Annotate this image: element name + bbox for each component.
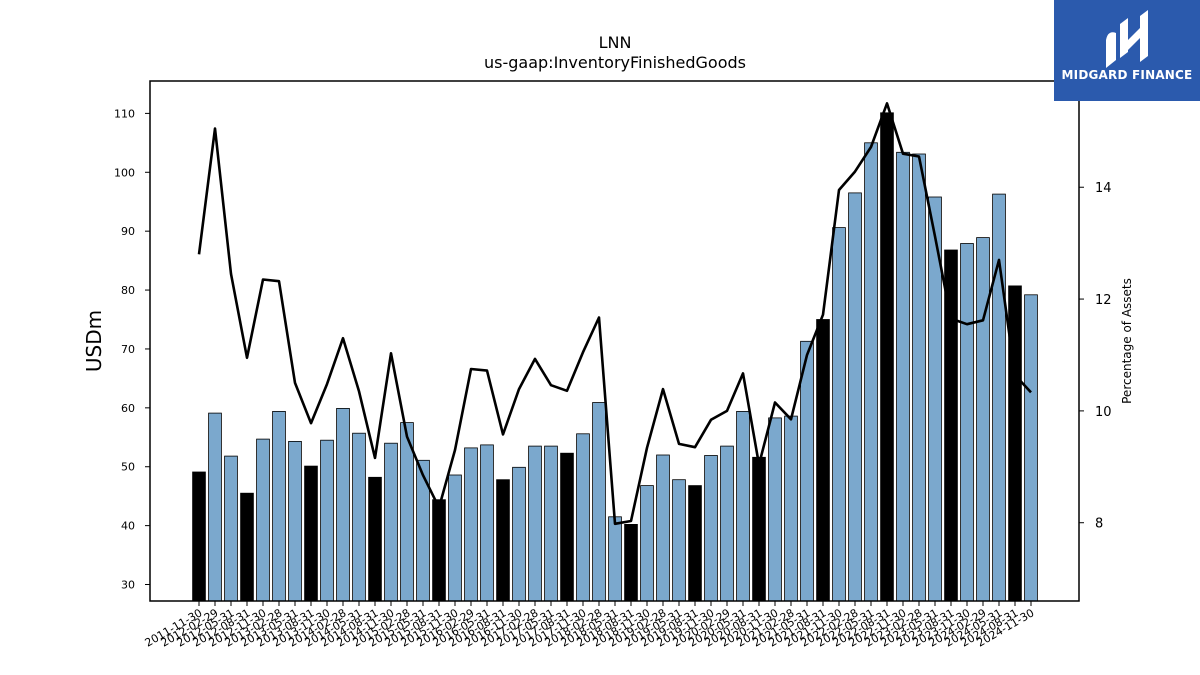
bar-2018-02-28 <box>592 402 606 602</box>
y-tick-label: 60 <box>121 402 135 415</box>
bar-2014-02-28 <box>336 407 350 602</box>
bar-2012-08-31 <box>240 492 254 602</box>
y-axis-right: 8 10 12 14 <box>1079 181 1112 532</box>
bar-2022-05-31 <box>864 142 878 602</box>
bar-2020-02-29 <box>720 445 734 602</box>
bar-2014-08-31 <box>368 476 382 602</box>
bar-2022-08-31 <box>880 112 894 602</box>
y-tick-label: 100 <box>114 166 135 179</box>
bar-2019-11-30 <box>704 455 718 602</box>
bar-2024-02-29 <box>976 237 990 602</box>
bar-2017-08-31 <box>560 452 574 602</box>
y-tick-label: 80 <box>121 284 135 297</box>
y-tick-label: 70 <box>121 343 135 356</box>
bar-2020-11-30 <box>768 417 782 602</box>
y2-tick-label: 14 <box>1095 181 1112 196</box>
y2-tick-label: 12 <box>1095 293 1112 308</box>
y-tick-label: 110 <box>114 107 135 120</box>
bar-2015-08-31 <box>432 499 446 602</box>
bar-2014-05-31 <box>352 432 366 602</box>
bar-2022-11-30 <box>896 151 910 602</box>
bar-2016-11-30 <box>512 466 526 602</box>
logo-text: MIDGARD FINANCE <box>1061 68 1193 82</box>
brand-logo: MIDGARD FINANCE <box>1054 0 1200 101</box>
bar-2023-08-31 <box>944 249 958 602</box>
bar-2019-05-31 <box>672 479 686 602</box>
bar-2012-05-31 <box>224 455 238 602</box>
bar-2020-08-31 <box>752 456 766 602</box>
bar-2023-02-28 <box>912 153 926 602</box>
y-tick-label: 50 <box>121 461 135 474</box>
bar-2012-02-29 <box>208 412 222 602</box>
bar-2021-08-31 <box>816 319 830 602</box>
bar-2016-05-31 <box>480 444 494 602</box>
bar-2015-11-30 <box>448 474 462 602</box>
y-axis-left: 30 40 50 60 70 80 90 100 110 <box>114 107 150 592</box>
bar-2011-11-30 <box>192 471 206 602</box>
bar-2018-08-31 <box>624 524 638 602</box>
bar-2013-05-31 <box>288 440 302 602</box>
bar-2021-05-31 <box>800 340 814 602</box>
y2-axis-label: Percentage of Assets <box>1120 278 1134 404</box>
y-axis-label: USDm <box>82 310 106 372</box>
bar-2014-11-30 <box>384 442 398 602</box>
bar-2019-02-28 <box>656 454 670 602</box>
bar-2021-02-28 <box>784 415 798 602</box>
bar-2021-11-30 <box>832 227 846 602</box>
y-tick-label: 40 <box>121 520 135 533</box>
plot-area <box>192 102 1038 602</box>
bar-2018-11-30 <box>640 485 654 602</box>
bar-2013-08-31 <box>304 465 318 602</box>
bar-2023-11-30 <box>960 243 974 602</box>
bar-2024-11-30 <box>1024 294 1038 602</box>
bar-2018-05-31 <box>608 516 622 602</box>
line-percentage-of-assets <box>197 102 1032 526</box>
bar-2022-02-28 <box>848 192 862 602</box>
y-tick-label: 30 <box>121 579 135 592</box>
logo-mark-icon <box>1106 10 1148 68</box>
bar-2013-11-30 <box>320 439 334 602</box>
bar-2017-02-28 <box>528 445 542 602</box>
y2-tick-label: 8 <box>1095 517 1103 532</box>
bar-2012-11-30 <box>256 438 270 602</box>
bar-2024-08-31 <box>1008 285 1022 602</box>
bar-2019-08-31 <box>688 485 702 602</box>
y2-tick-label: 10 <box>1095 405 1112 420</box>
x-axis: 2011-11-302012-02-292012-05-312012-08-31… <box>143 601 1037 650</box>
chart-title: LNN <box>599 33 632 52</box>
bar-2017-11-30 <box>576 433 590 602</box>
bar-2020-05-31 <box>736 410 750 602</box>
y-tick-label: 90 <box>121 225 135 238</box>
bar-2016-08-31 <box>496 479 510 602</box>
bar-2024-05-31 <box>992 193 1006 602</box>
chart-subtitle: us-gaap:InventoryFinishedGoods <box>484 53 746 72</box>
bar-2017-05-31 <box>544 445 558 602</box>
bar-2013-02-28 <box>272 410 286 602</box>
bar-2016-02-29 <box>464 447 478 602</box>
